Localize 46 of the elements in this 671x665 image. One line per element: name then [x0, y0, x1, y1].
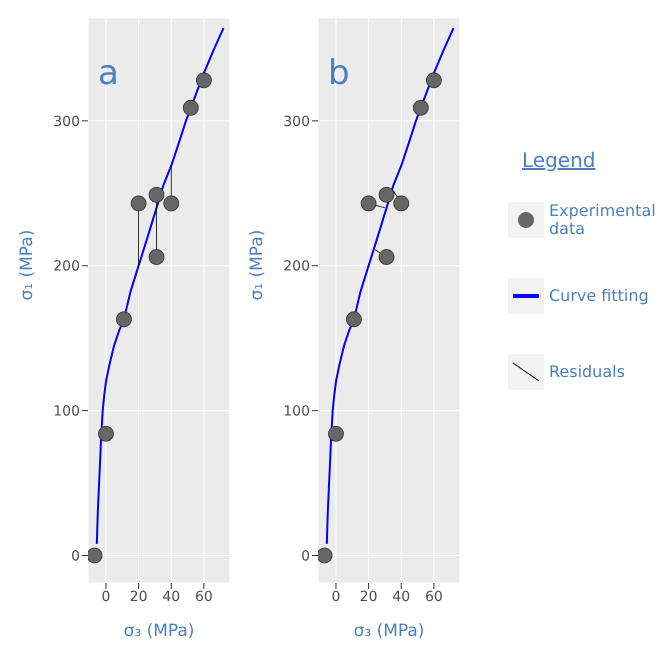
y-tick-label: 300 [53, 114, 80, 130]
point [98, 426, 114, 442]
y-tick-label: 100 [53, 404, 80, 420]
y-tick-label: 300 [283, 114, 310, 130]
x-tick-label: 40 [162, 588, 180, 605]
x-tick-label: 60 [424, 588, 443, 605]
x-axis-title: σ₃ (MPa) [354, 621, 424, 641]
text: a [98, 53, 119, 93]
y-tick-label: 200 [53, 258, 80, 275]
point [148, 249, 164, 265]
line-series [96, 27, 224, 545]
y-tick-label: 100 [283, 404, 310, 420]
y-tick-label: 0 [301, 548, 310, 564]
x-tick-label: 60 [194, 588, 213, 605]
legend-label: Residuals [549, 362, 626, 381]
point [116, 311, 132, 328]
x-tick-label: 20 [360, 588, 378, 605]
point [163, 196, 180, 212]
y-tick-label: 0 [71, 548, 80, 564]
legend-label: Experimental data [549, 201, 657, 238]
point [182, 100, 199, 116]
x-axis-title: σ₃ (MPa) [124, 621, 194, 641]
line-series [326, 27, 454, 545]
point [360, 196, 376, 212]
point [328, 426, 344, 442]
text: b [328, 53, 350, 93]
point [130, 196, 146, 212]
y-axis-title: σ₁ (MPa) [17, 230, 38, 300]
point [393, 196, 410, 212]
legend-title: Legend [522, 148, 596, 172]
point [412, 100, 429, 116]
x-tick-label: 40 [392, 588, 410, 605]
legend-label: Curve fitting [549, 286, 650, 305]
point [378, 249, 394, 265]
x-tick-label: 0 [101, 588, 110, 605]
x-tick-label: 0 [331, 588, 340, 605]
point [88, 548, 102, 564]
point [346, 311, 362, 328]
point [318, 548, 332, 564]
point [426, 72, 442, 88]
y-tick-label: 200 [283, 258, 310, 275]
x-tick-label: 20 [130, 588, 148, 605]
y-axis-title: σ₁ (MPa) [247, 230, 268, 300]
point [196, 72, 212, 88]
point [378, 186, 394, 203]
point [148, 186, 164, 203]
